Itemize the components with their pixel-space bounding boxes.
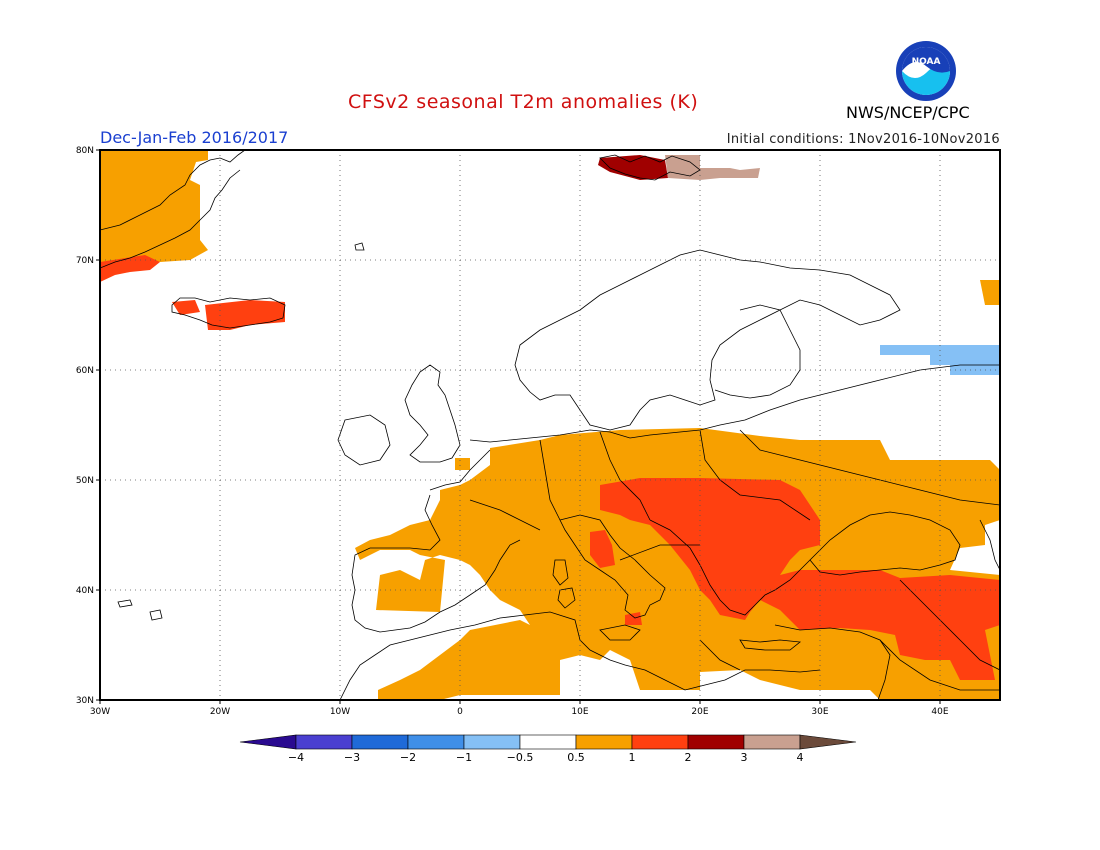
- colorbar-box: [519, 734, 577, 750]
- x-tick-label: 10E: [571, 707, 588, 717]
- x-axis: 30W 20W 10W 0 10E 20E 30E 40E: [90, 700, 949, 717]
- x-tick-label: 30E: [811, 707, 828, 717]
- colorbar-box: [463, 734, 521, 750]
- colorbar-box: [407, 734, 465, 750]
- anomaly-region-orange: [100, 150, 1000, 700]
- colorbar-label: 0.5: [567, 751, 585, 764]
- y-tick-label: 80N: [76, 146, 94, 156]
- x-tick-label: 40E: [931, 707, 948, 717]
- colorbar-box: [631, 734, 689, 750]
- anomaly-fields: [100, 150, 1000, 700]
- y-tick-label: 30N: [76, 696, 94, 706]
- colorbar-high-arrow: [799, 734, 857, 750]
- x-tick-label: 10W: [330, 707, 350, 717]
- chart-title: CFSv2 seasonal T2m anomalies (K): [348, 91, 699, 113]
- y-tick-label: 70N: [76, 256, 94, 266]
- colorbar-label: 3: [741, 751, 748, 764]
- colorbar-label: −1: [456, 751, 472, 764]
- map-frame: [99, 149, 1001, 701]
- colorbar-label: −2: [400, 751, 416, 764]
- colorbar-label: −3: [344, 751, 360, 764]
- y-tick-label: 60N: [76, 366, 94, 376]
- x-tick-label: 30W: [90, 707, 110, 717]
- logo-text: NOAA: [912, 57, 941, 67]
- y-axis: 30N 40N 50N 60N 70N 80N: [76, 146, 100, 706]
- gridlines: [100, 150, 1000, 700]
- initial-conditions-label: Initial conditions: 1Nov2016-10Nov2016: [726, 132, 1000, 147]
- noaa-logo: NOAA: [896, 41, 956, 101]
- colorbar-box: [351, 734, 409, 750]
- coastlines: [100, 150, 1000, 700]
- colorbar-low-arrow: [239, 734, 297, 750]
- season-label: Dec-Jan-Feb 2016/2017: [100, 128, 289, 147]
- colorbar-box: [575, 734, 633, 750]
- anomaly-region-darkred: [598, 155, 668, 180]
- colorbar-label: −4: [288, 751, 304, 764]
- colorbar-label: −0.5: [507, 751, 534, 764]
- y-tick-label: 40N: [76, 586, 94, 596]
- x-tick-label: 20W: [210, 707, 230, 717]
- colorbar-label: 1: [629, 751, 636, 764]
- colorbar-box: [743, 734, 801, 750]
- colorbar-box: [295, 734, 353, 750]
- organization-label: NWS/NCEP/CPC: [846, 103, 970, 122]
- colorbar-label: 2: [685, 751, 692, 764]
- colorbar-label: 4: [797, 751, 804, 764]
- colorbar-box: [687, 734, 745, 750]
- x-tick-label: 0: [457, 707, 463, 717]
- y-tick-label: 50N: [76, 476, 94, 486]
- x-tick-label: 20E: [691, 707, 708, 717]
